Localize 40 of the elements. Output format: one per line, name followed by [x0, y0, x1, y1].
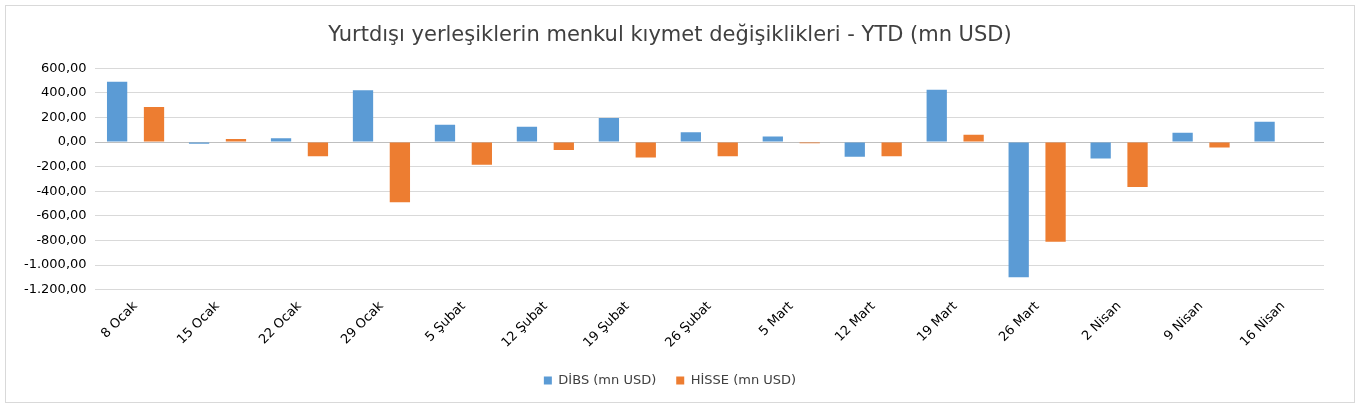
bar	[307, 142, 329, 157]
y-tick-label: 400,00	[41, 84, 87, 100]
bar	[1045, 142, 1066, 242]
legend-label: DİBS (mn USD)	[558, 371, 657, 387]
bar	[225, 138, 247, 142]
bar	[106, 81, 128, 142]
bar	[352, 90, 374, 142]
y-tick-label: -400,00	[36, 182, 87, 198]
bar	[717, 142, 738, 157]
bar	[1209, 142, 1230, 148]
bar	[516, 126, 538, 142]
y-tick-label: 600,00	[41, 59, 87, 75]
y-tick-label: -1.000,00	[23, 256, 87, 272]
bar	[1127, 142, 1148, 187]
bar	[1090, 142, 1111, 159]
bar	[844, 142, 865, 157]
chart-title: Yurtdışı yerleşiklerin menkul kıymet değişiklikleri - YTD (mn USD)	[327, 22, 1012, 47]
bar	[762, 136, 783, 142]
bar	[143, 106, 165, 142]
bar	[881, 142, 902, 157]
bar	[553, 142, 574, 150]
bar	[389, 142, 411, 203]
bar	[598, 118, 620, 142]
bar	[926, 89, 947, 142]
bar	[635, 142, 656, 158]
bar	[434, 124, 456, 142]
legend-label: HİSSE (mn USD)	[690, 371, 797, 387]
bar	[270, 138, 292, 142]
y-tick-label: 200,00	[41, 108, 87, 124]
y-tick-label: -800,00	[36, 231, 87, 247]
bar	[963, 134, 984, 142]
bar	[1254, 121, 1275, 142]
y-tick-label: -1.200,00	[23, 280, 87, 296]
bar	[1172, 132, 1193, 142]
bar	[471, 142, 492, 165]
y-tick-label: 0,00	[57, 133, 87, 149]
y-tick-label: -200,00	[36, 157, 87, 173]
bar	[680, 132, 701, 142]
bar	[1008, 142, 1029, 278]
y-tick-label: -600,00	[36, 207, 87, 223]
